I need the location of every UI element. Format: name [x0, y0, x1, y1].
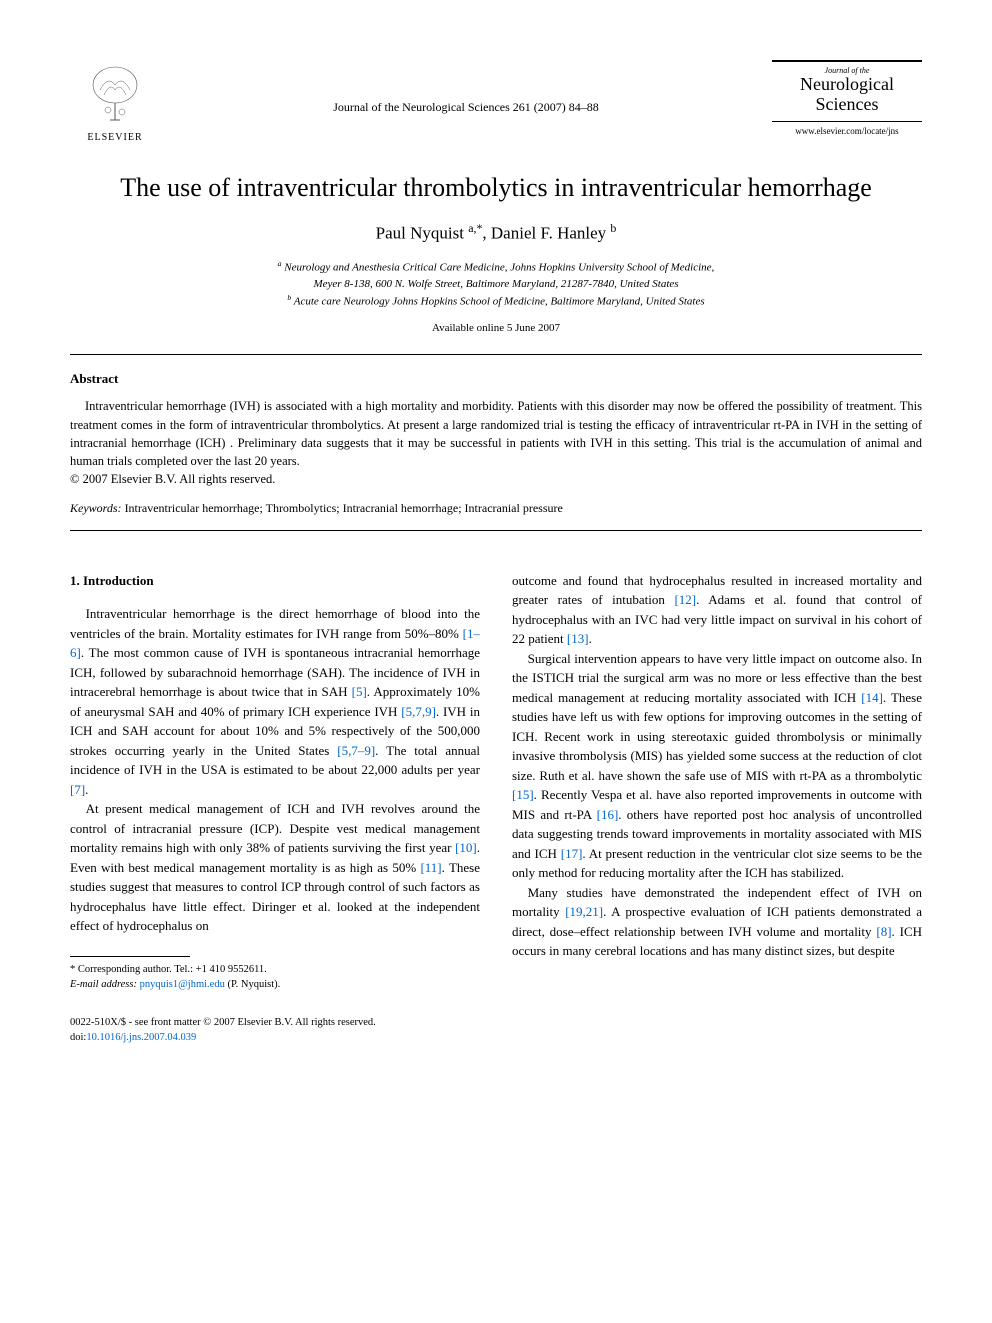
- right-column: outcome and found that hydrocephalus res…: [512, 571, 922, 1046]
- cite-9[interactable]: [13]: [567, 631, 589, 646]
- authors: Paul Nyquist a,*, Daniel F. Hanley b: [70, 221, 922, 244]
- author-2: , Daniel F. Hanley: [482, 224, 610, 243]
- copyright: © 2007 Elsevier B.V. All rights reserved…: [70, 472, 922, 487]
- fn-email[interactable]: pnyquis1@jhmi.edu: [137, 979, 225, 990]
- para-2: At present medical management of ICH and…: [70, 799, 480, 936]
- doi-label: doi:: [70, 1032, 86, 1043]
- author-2-affil: b: [610, 221, 616, 235]
- header-row: ELSEVIER Journal of the Neurological Sci…: [70, 60, 922, 143]
- fn-email-tail: (P. Nyquist).: [225, 979, 280, 990]
- rule-bottom: [70, 530, 922, 531]
- para-1: Intraventricular hemorrhage is the direc…: [70, 604, 480, 799]
- cite-7[interactable]: [11]: [420, 860, 441, 875]
- cite-10[interactable]: [14]: [861, 690, 883, 705]
- keywords-text: Intraventricular hemorrhage; Thrombolyti…: [122, 501, 563, 515]
- journal-logo: Journal of the Neurological Sciences www…: [772, 60, 922, 136]
- rule-top: [70, 354, 922, 355]
- abstract-heading: Abstract: [70, 371, 922, 387]
- cite-8[interactable]: [12]: [674, 592, 696, 607]
- fn-corr-text: Corresponding author. Tel.: +1 410 95526…: [75, 964, 267, 975]
- affil-b: Acute care Neurology Johns Hopkins Schoo…: [294, 296, 705, 308]
- cite-3[interactable]: [5,7,9]: [401, 704, 436, 719]
- journal-logo-title: Neurological Sciences: [772, 75, 922, 122]
- journal-title-line1: Neurological: [800, 74, 894, 94]
- keywords-label: Keywords:: [70, 501, 122, 515]
- keywords: Keywords: Intraventricular hemorrhage; T…: [70, 501, 922, 516]
- cite-13[interactable]: [17]: [561, 846, 583, 861]
- corresponding-footnote: * Corresponding author. Tel.: +1 410 955…: [70, 963, 480, 992]
- elsevier-tree-icon: [80, 60, 150, 130]
- available-online: Available online 5 June 2007: [70, 322, 922, 334]
- cite-5[interactable]: [7]: [70, 782, 85, 797]
- cite-12[interactable]: [16]: [597, 807, 619, 822]
- intro-heading: 1. Introduction: [70, 571, 480, 591]
- left-column: 1. Introduction Intraventricular hemorrh…: [70, 571, 480, 1046]
- abstract-text: Intraventricular hemorrhage (IVH) is ass…: [70, 397, 922, 470]
- affil-a-line1: Neurology and Anesthesia Critical Care M…: [284, 261, 714, 273]
- footnote-rule: [70, 956, 190, 957]
- footer-meta: 0022-510X/$ - see front matter © 2007 El…: [70, 1016, 480, 1045]
- journal-url: www.elsevier.com/locate/jns: [795, 126, 898, 136]
- author-1: Paul Nyquist: [376, 224, 469, 243]
- cite-6[interactable]: [10]: [455, 840, 477, 855]
- article-title: The use of intraventricular thrombolytic…: [70, 173, 922, 203]
- fn-email-label: E-mail address:: [70, 979, 137, 990]
- affiliations: a Neurology and Anesthesia Critical Care…: [70, 258, 922, 311]
- cite-14[interactable]: [19,21]: [565, 904, 603, 919]
- publisher-name: ELSEVIER: [87, 132, 142, 143]
- abstract-section: Abstract Intraventricular hemorrhage (IV…: [70, 371, 922, 487]
- publisher-logo: ELSEVIER: [70, 60, 160, 143]
- body-columns: 1. Introduction Intraventricular hemorrh…: [70, 571, 922, 1046]
- affil-a-line2: Meyer 8-138, 600 N. Wolfe Street, Baltim…: [313, 278, 678, 290]
- para-4: Surgical intervention appears to have ve…: [512, 649, 922, 883]
- journal-reference: Journal of the Neurological Sciences 261…: [160, 60, 772, 115]
- para-3: outcome and found that hydrocephalus res…: [512, 571, 922, 649]
- footer-front-matter: 0022-510X/$ - see front matter © 2007 El…: [70, 1017, 376, 1028]
- journal-title-line2: Sciences: [816, 94, 879, 114]
- para-5: Many studies have demonstrated the indep…: [512, 883, 922, 961]
- doi-link[interactable]: 10.1016/j.jns.2007.04.039: [86, 1032, 196, 1043]
- cite-15[interactable]: [8]: [876, 924, 891, 939]
- cite-4[interactable]: [5,7–9]: [337, 743, 375, 758]
- cite-2[interactable]: [5]: [352, 684, 367, 699]
- cite-11[interactable]: [15]: [512, 787, 534, 802]
